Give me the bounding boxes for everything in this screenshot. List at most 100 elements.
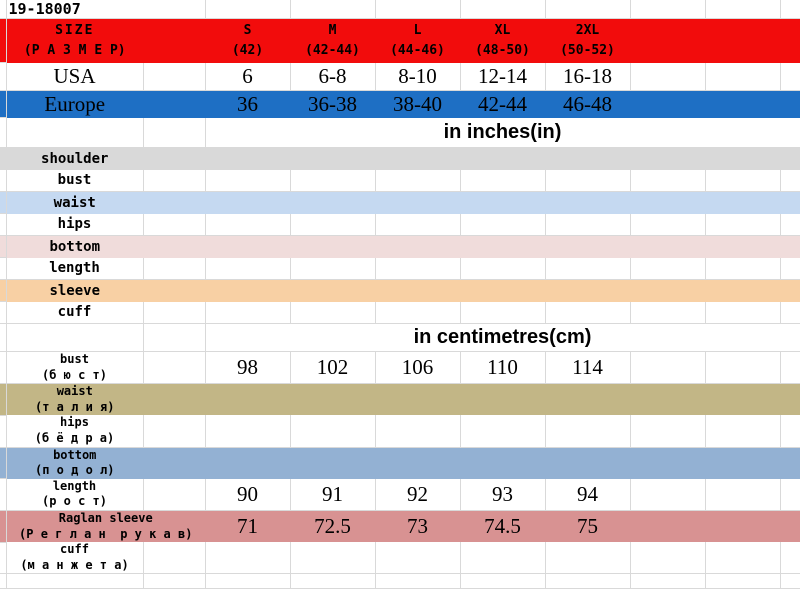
size-range: (42)	[231, 42, 264, 58]
empty-cell	[143, 478, 206, 511]
empty-cell	[143, 542, 206, 575]
empty-cell	[205, 415, 291, 448]
empty-cell	[205, 147, 290, 170]
empty-cell	[780, 235, 800, 258]
left-margin-cell	[0, 169, 7, 192]
empty-cell	[205, 213, 291, 236]
size-col-l: L (44-46)	[375, 18, 460, 63]
inches-row-shoulder: shoulder	[0, 147, 800, 170]
size-range: (44-46)	[390, 42, 445, 58]
empty-cell	[460, 447, 545, 479]
empty-cell	[630, 169, 706, 192]
empty-cell	[290, 447, 375, 479]
empty-cell	[205, 279, 290, 302]
bust-cm-m: 102	[290, 351, 376, 385]
europe-value-s: 36	[205, 90, 290, 118]
empty-cell	[705, 147, 780, 170]
empty-cell	[705, 235, 780, 258]
empty-cell	[375, 235, 460, 258]
empty-cell	[290, 279, 375, 302]
left-margin-cell	[0, 191, 7, 214]
usa-value-m: 6-8	[290, 62, 376, 91]
empty-cell	[780, 279, 800, 302]
empty-cell	[545, 279, 630, 302]
empty-cell	[630, 415, 706, 448]
row-label: Raglan sleeve (Р е г л а н р у к а в)	[6, 510, 205, 543]
empty-cell	[705, 191, 780, 214]
europe-label: Europe	[6, 90, 143, 118]
inches-section-heading: in inches(in)	[205, 117, 800, 148]
empty-cell	[205, 257, 291, 280]
size-col-2xl: 2XL (50-52)	[545, 18, 630, 63]
empty-cell	[630, 213, 706, 236]
left-margin-cell	[0, 235, 7, 258]
empty-cell	[630, 191, 705, 214]
inches-row-cuff: cuff	[0, 301, 800, 324]
empty-cell	[630, 301, 706, 324]
empty-cell	[630, 542, 706, 575]
size-name: M	[328, 22, 337, 38]
empty-cell	[290, 169, 376, 192]
empty-cell	[290, 213, 376, 236]
empty-cell	[290, 573, 376, 589]
empty-cell	[143, 383, 205, 416]
left-margin-cell	[0, 301, 7, 324]
empty-cell	[545, 257, 631, 280]
left-margin-cell	[0, 213, 7, 236]
empty-cell	[545, 573, 631, 589]
empty-cell	[375, 383, 460, 416]
left-margin-cell	[0, 279, 7, 302]
label-en: waist	[56, 384, 93, 399]
empty-cell	[205, 383, 290, 416]
empty-cell	[780, 0, 800, 19]
empty-cell	[705, 510, 780, 543]
raglan-cm-xl: 74.5	[460, 510, 545, 543]
empty-cell	[143, 573, 206, 589]
empty-cell	[705, 0, 781, 19]
empty-cell	[780, 351, 800, 385]
row-label: bottom (п о д о л)	[6, 447, 143, 479]
bust-cm-xl: 110	[460, 351, 546, 385]
empty-cell	[630, 478, 706, 511]
empty-cell	[375, 447, 460, 479]
label-ru: (м а н ж е т а)	[20, 557, 129, 572]
empty-cell	[205, 191, 290, 214]
empty-cell	[290, 257, 376, 280]
empty-cell	[143, 279, 205, 302]
empty-cell	[143, 169, 206, 192]
raglan-cm-m: 72.5	[290, 510, 375, 543]
empty-cell	[375, 573, 461, 589]
length-cm-l: 92	[375, 478, 461, 511]
empty-cell	[375, 213, 461, 236]
cm-row-bottom: bottom (п о д о л)	[0, 447, 800, 480]
left-margin-cell	[0, 62, 7, 91]
empty-cell	[375, 415, 461, 448]
cm-row-length: length (р о с т) 90 91 92 93 94	[0, 478, 800, 511]
empty-cell	[780, 147, 800, 170]
europe-value-l: 38-40	[375, 90, 460, 118]
empty-cell	[460, 415, 546, 448]
length-cm-m: 91	[290, 478, 376, 511]
bust-cm-s: 98	[205, 351, 291, 385]
empty-cell	[460, 257, 546, 280]
usa-value-l: 8-10	[375, 62, 461, 91]
empty-cell	[205, 235, 290, 258]
size-header-label: SIZE (Р А З М Е Р)	[6, 18, 143, 63]
left-margin-cell	[0, 0, 7, 19]
empty-cell	[780, 510, 800, 543]
inches-row-bottom: bottom	[0, 235, 800, 258]
empty-cell	[375, 279, 460, 302]
row-label: bust (б ю с т)	[6, 351, 144, 385]
empty-cell	[290, 301, 376, 324]
europe-row: Europe 36 36-38 38-40 42-44 46-48	[0, 90, 800, 118]
left-margin-cell	[0, 478, 7, 511]
inches-row-hips: hips	[0, 213, 800, 236]
empty-cell	[143, 213, 206, 236]
empty-cell	[705, 18, 780, 63]
empty-cell	[780, 478, 800, 511]
row-label: hips	[6, 213, 144, 236]
empty-cell	[630, 235, 705, 258]
row-label: waist (т а л и я)	[6, 383, 143, 416]
empty-cell	[705, 257, 781, 280]
